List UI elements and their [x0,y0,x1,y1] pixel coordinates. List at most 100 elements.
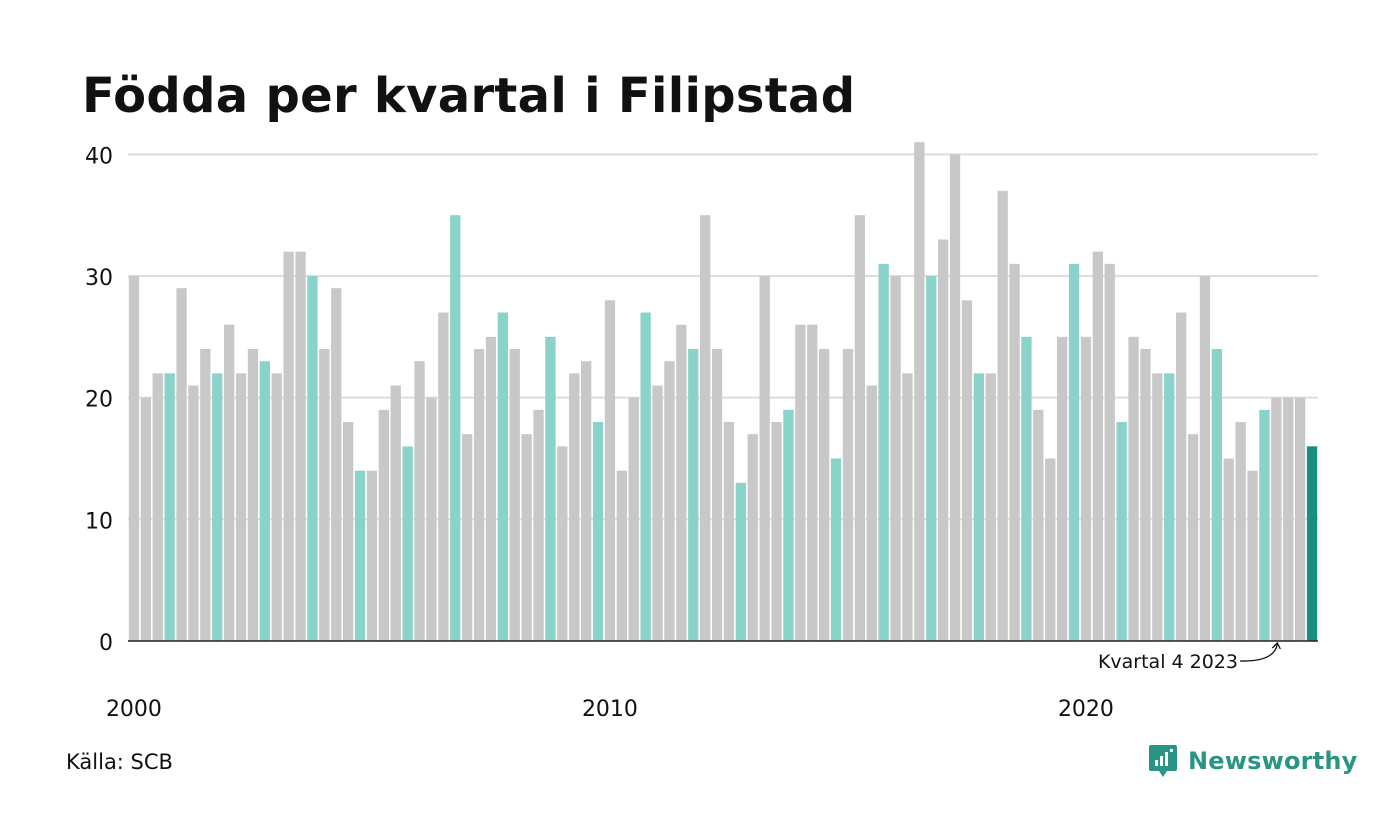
bar-chart: 0 10 20 30 40 2000 2010 2020 Kvartal 4 2023 [85,142,1318,722]
bar [830,458,842,641]
bar [414,361,425,641]
bar [985,373,996,641]
bar [402,446,413,641]
bar [1283,397,1294,641]
x-tick-label: 2020 [1058,697,1114,722]
bar [128,276,140,641]
bar [783,409,794,641]
bar [878,263,889,641]
bar [842,349,854,641]
bar [271,373,282,641]
brand-name: Newsworthy [1188,747,1358,775]
bar [759,276,770,641]
bar [592,422,604,641]
bar [1033,409,1044,641]
bar [164,373,175,641]
bar [140,397,151,641]
bar [485,336,497,641]
bar [176,288,187,641]
bar [224,324,235,641]
y-tick-label: 10 [85,509,113,534]
bar [819,349,830,641]
bar [1295,397,1306,641]
x-tick-label: 2000 [106,697,162,722]
bar [283,251,294,641]
bar [1057,336,1068,641]
bar [1223,458,1234,641]
bar [343,422,354,641]
bar [1199,276,1211,641]
bar [1140,349,1151,641]
bar [235,373,247,641]
bar [997,190,1008,642]
bar [664,361,675,641]
bar [533,409,544,641]
bar [890,276,901,641]
newsworthy-logo-icon [1149,745,1177,777]
bar [628,397,639,641]
bar [1164,373,1175,641]
bar [497,312,508,641]
bar [926,276,937,641]
bar [949,154,961,642]
bar [545,336,556,641]
bar [961,300,973,641]
bar [1259,409,1270,641]
bar [1247,470,1258,641]
x-axis-tick-labels: 2000 2010 2020 [106,697,1114,722]
bar [259,361,270,641]
bar [1068,263,1080,641]
bar [652,385,663,641]
bar [604,300,616,641]
y-tick-label: 30 [85,266,113,291]
bar [426,397,437,641]
bar [354,470,366,641]
bar [795,324,806,641]
bar [509,349,520,641]
bar [390,385,401,641]
bar [1187,434,1199,641]
bar [723,422,735,641]
y-tick-label: 20 [85,388,113,413]
bar [676,324,687,641]
annotation: Kvartal 4 2023 [1098,641,1281,673]
bar [688,349,699,641]
bar [616,470,627,641]
bar [462,434,473,641]
bar [771,422,782,641]
bar [1092,251,1103,641]
bar [438,312,449,641]
brand-logo: Newsworthy [1148,744,1358,778]
bar [973,373,984,641]
source-label: Källa: SCB [66,750,173,774]
bar [331,288,342,641]
bar [1045,458,1056,641]
bar [450,215,461,641]
bar [902,373,913,641]
bar [473,349,485,641]
y-tick-label: 0 [99,631,113,656]
bar [378,409,389,641]
bar [569,373,580,641]
bar [700,215,711,641]
bar [307,276,318,641]
bar [319,349,330,641]
bar [1152,373,1163,641]
bar [1021,336,1032,641]
bar [854,215,865,641]
bar [1116,422,1127,641]
bar [1235,422,1246,641]
bar [807,324,818,641]
bar [581,361,592,641]
bar [1009,263,1020,641]
annotation-arrow [1239,643,1278,662]
bar [711,349,723,641]
y-axis-tick-labels: 0 10 20 30 40 [85,144,113,656]
bar [247,349,259,641]
chart-title: Födda per kvartal i Filipstad [82,68,856,124]
bar [366,470,378,641]
gridlines [128,153,1318,521]
bars [128,142,1318,642]
bar [557,446,568,641]
annotation-arrowhead [1271,641,1281,650]
